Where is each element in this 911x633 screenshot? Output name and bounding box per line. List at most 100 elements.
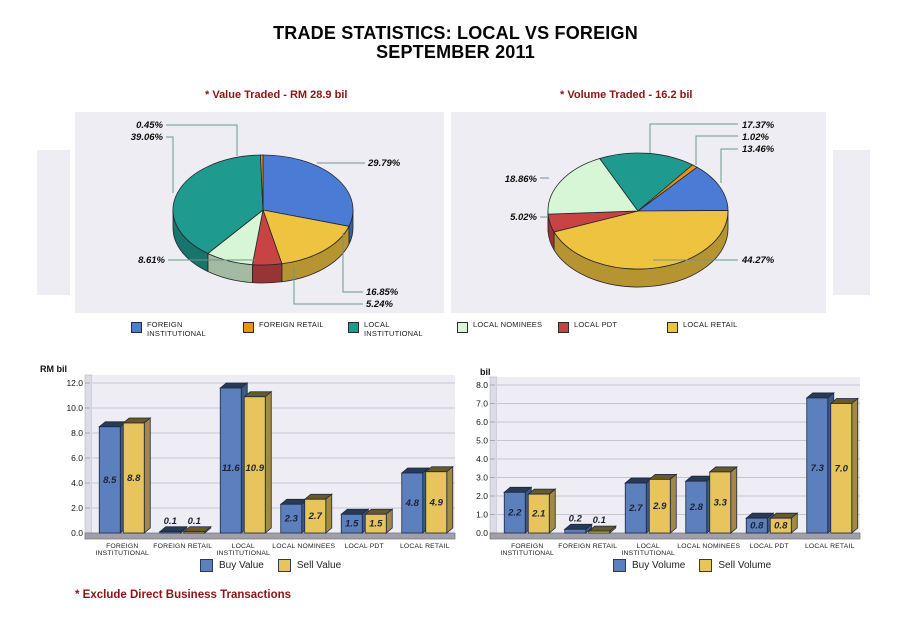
- pie-percentage-label: 5.02%: [510, 212, 537, 223]
- bar-buy: [340, 513, 363, 534]
- volume-bar-legend: Buy Volume Sell Volume: [613, 559, 771, 572]
- x-category-label: LOCAL NOMINEES: [677, 543, 740, 550]
- x-category-label: FOREIGN RETAIL: [153, 543, 212, 550]
- pie-leader-line: [166, 124, 238, 156]
- bar-value-label: 1.5: [345, 519, 359, 530]
- sell-value-swatch: [277, 559, 291, 572]
- bar-sell: [425, 471, 448, 534]
- y-axis-unit-label: RM bil: [40, 364, 67, 374]
- x-category-label: FOREIGN: [106, 543, 138, 550]
- bar-buy: [280, 503, 303, 534]
- x-category-label: INSTITUTIONAL: [621, 550, 675, 557]
- bar-sell: [648, 478, 671, 534]
- y-tick-label: 4.0: [71, 478, 83, 488]
- x-category-label: LOCAL PDT: [345, 543, 384, 550]
- y-tick-label: 8.0: [476, 380, 488, 390]
- volume-bar-chart: 0.0 1.0 2.0 3.0 4.0 5.0 6.0 7.0 8.0 2.2 2.1 FOREIGN…: [476, 367, 861, 557]
- bar-value-label: 0.1: [593, 515, 606, 526]
- pie-percentage-label: 29.79%: [367, 158, 401, 169]
- bar-value-label: 2.7: [308, 511, 323, 522]
- pie-slice: [636, 166, 729, 212]
- pie-legend-swatch: [457, 322, 468, 333]
- pie-percentage-label: 44.27%: [741, 255, 775, 266]
- y-tick-label: 6.0: [71, 453, 83, 463]
- pie-percentage-label: 39.06%: [131, 132, 164, 143]
- bar-value-label: 2.3: [284, 514, 299, 525]
- pie-legend-label: LOCAL INSTITUTIONAL: [364, 320, 423, 338]
- page-title-line1: TRADE STATISTICS: LOCAL VS FOREIGN: [273, 23, 638, 43]
- buy-value-swatch: [200, 559, 213, 572]
- pie-slice: [172, 154, 264, 254]
- y-tick-label: 12.0: [66, 378, 83, 388]
- x-category-label: INSTITUTIONAL: [95, 550, 149, 557]
- pie-leader-line: [649, 123, 738, 153]
- pie-leader-line: [342, 233, 363, 293]
- bar-value-label: 8.8: [127, 473, 141, 484]
- bar-value-label: 7.3: [811, 463, 825, 474]
- pie-slice: [599, 152, 694, 212]
- x-category-label: LOCAL RETAIL: [805, 543, 855, 550]
- x-category-label: LOCAL PDT: [750, 543, 789, 550]
- buy-value-label: Buy Value: [219, 560, 264, 571]
- bar-value-label: 4.9: [429, 497, 444, 508]
- pie-slice: [262, 209, 350, 265]
- pie-leader-line: [720, 148, 738, 183]
- pie-legend-label: FOREIGN RETAIL: [259, 320, 324, 329]
- bar-sell: [830, 403, 853, 534]
- pie-legend-item: FOREIGN INSTITUTIONAL: [131, 320, 209, 338]
- bar-value-label: 0.8: [750, 521, 764, 532]
- bar-sell: [588, 530, 611, 534]
- bar-value-label: 2.1: [531, 509, 545, 520]
- bar-buy: [503, 491, 526, 534]
- pie-legend-item: FOREIGN RETAIL: [243, 320, 324, 333]
- y-axis-unit-label: bil: [480, 367, 491, 377]
- sell-volume-swatch: [699, 559, 713, 572]
- footnote: * Exclude Direct Business Transactions: [75, 589, 292, 601]
- bar-value-label: 8.5: [103, 475, 117, 486]
- y-tick-label: 10.0: [66, 403, 83, 413]
- bar-value-label: 2.9: [652, 501, 667, 512]
- x-category-label: INSTITUTIONAL: [216, 550, 270, 557]
- pie-leader-line: [293, 268, 363, 305]
- pie-slice: [262, 154, 354, 227]
- pie-slice: [260, 154, 264, 211]
- volume-pie-chart: 13.46% 44.27% 5.02% 18.86% 17.37%1.02%: [451, 112, 826, 313]
- bar-sell-side: [730, 466, 738, 534]
- sell-volume-label: Sell Volume: [718, 560, 772, 571]
- bar-buy: [685, 480, 708, 534]
- value-bar-legend: Buy Value Sell Value: [200, 559, 341, 572]
- buy-volume-label: Buy Volume: [632, 560, 686, 571]
- bar-sell: [709, 471, 732, 534]
- pie-legend-item: LOCAL NOMINEES: [457, 320, 542, 333]
- pie-legend-swatch: [131, 322, 142, 333]
- plot-left-wall: [84, 374, 93, 534]
- pie-percentage-label: 8.61%: [138, 255, 165, 266]
- legend-sell-volume: Sell Volume: [699, 559, 771, 572]
- bar-value-label: 3.3: [714, 497, 728, 508]
- bar-buy: [98, 426, 121, 534]
- bar-sell: [122, 422, 145, 534]
- pie-percentage-label: 13.46%: [742, 144, 775, 155]
- plot-floor: [489, 532, 861, 540]
- pie-legend-label: LOCAL RETAIL: [683, 320, 738, 329]
- pie-percentage-label: 5.24%: [366, 299, 393, 310]
- x-category-label: LOCAL: [637, 543, 660, 550]
- y-tick-label: 3.0: [476, 473, 488, 483]
- pie-legend-label: LOCAL PDT: [574, 320, 618, 329]
- pie-leader-line: [695, 135, 738, 165]
- page-title-line2: SEPTEMBER 2011: [376, 42, 535, 62]
- left-decorative-bar: [37, 150, 70, 295]
- pie-percentage-label: 18.86%: [505, 174, 538, 185]
- pie-slice: [553, 210, 729, 270]
- pie-legend-item: LOCAL PDT: [558, 320, 618, 333]
- pie-legend-swatch: [243, 322, 254, 333]
- bar-buy: [219, 387, 242, 534]
- bar-sell: [769, 517, 792, 534]
- bar-value-label: 2.2: [507, 508, 522, 519]
- pie-percentage-label: 0.45%: [136, 120, 163, 131]
- plot-left-wall: [489, 376, 498, 534]
- bar-value-label: 0.1: [188, 516, 201, 527]
- pie-percentage-label: 17.37%: [742, 120, 775, 131]
- bar-value-label: 0.1: [164, 516, 177, 527]
- page-title: TRADE STATISTICS: LOCAL VS FOREIGN SEPTE…: [0, 24, 911, 62]
